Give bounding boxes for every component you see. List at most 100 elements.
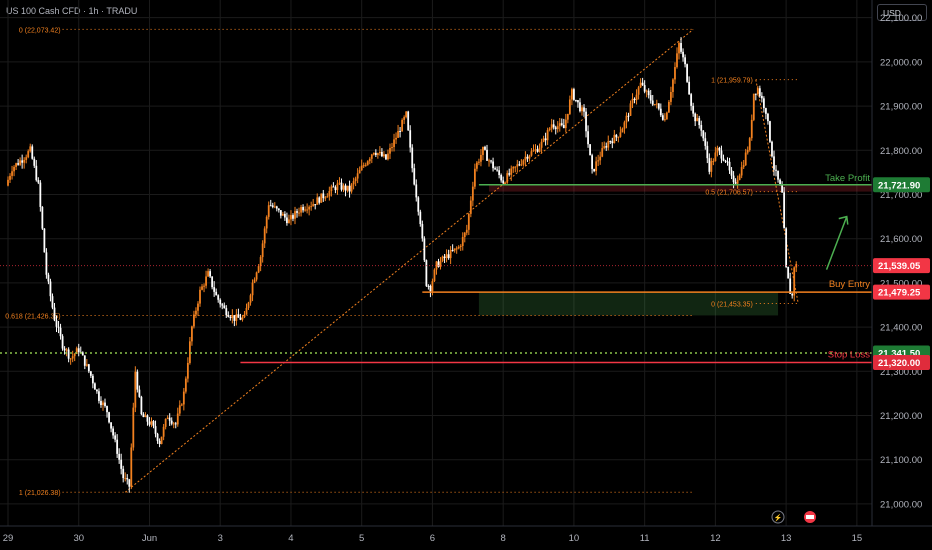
- candle-body: [562, 125, 565, 129]
- candle-body: [96, 389, 98, 392]
- candle-body: [463, 232, 466, 238]
- candle-body: [710, 161, 713, 172]
- candle-body: [17, 163, 20, 165]
- candle-body: [575, 99, 577, 101]
- candle-body: [554, 127, 557, 130]
- candle-body: [550, 124, 553, 129]
- candle-body: [524, 156, 527, 161]
- candle-body: [108, 412, 110, 423]
- candle-body: [286, 217, 288, 224]
- candle-body: [633, 98, 636, 101]
- take-profit-label: Take Profit: [825, 173, 870, 184]
- candle-body: [611, 141, 614, 144]
- candle-body: [231, 315, 234, 318]
- candle-body: [267, 205, 270, 217]
- candle-body: [498, 170, 501, 175]
- y-tick-label: 21,700.00: [880, 190, 922, 201]
- candle-body: [494, 168, 496, 170]
- fib2-level-05-label: 0.5 (21,706.57): [705, 190, 752, 197]
- candle-body: [629, 103, 632, 116]
- candle-body: [605, 146, 608, 148]
- candle-body: [324, 197, 327, 199]
- x-tick-label: 30: [73, 533, 84, 544]
- candle-body: [207, 271, 209, 277]
- candle-body: [508, 173, 511, 175]
- candle-body: [726, 161, 729, 163]
- candle-body: [665, 112, 668, 120]
- candle-body: [136, 371, 139, 390]
- candle-body: [783, 192, 786, 229]
- candle-body: [304, 209, 307, 211]
- candle-body: [221, 304, 224, 306]
- candle-body: [35, 165, 38, 181]
- candle-body: [728, 161, 731, 171]
- buy-entry-label: Buy Entry: [829, 279, 870, 290]
- candle-body: [421, 224, 424, 239]
- candle-body: [318, 197, 321, 203]
- candle-body: [142, 414, 145, 418]
- candle-body: [160, 436, 163, 445]
- candle-body: [692, 105, 695, 114]
- candle-body: [11, 171, 13, 176]
- candle-body: [283, 213, 286, 218]
- candle-body: [548, 128, 551, 131]
- candle-body: [617, 136, 620, 138]
- buy-entry-badge: [873, 284, 930, 300]
- candle-body: [164, 418, 167, 427]
- candle-body: [399, 130, 401, 132]
- x-tick-label: Jun: [142, 533, 157, 544]
- candle-body: [174, 423, 177, 425]
- candle-body: [441, 256, 444, 262]
- currency-button[interactable]: USD: [877, 4, 927, 21]
- candle-body: [336, 183, 339, 191]
- candle-body: [560, 123, 563, 126]
- candle-body: [138, 389, 141, 397]
- candle-body: [352, 181, 355, 185]
- candle-body: [374, 152, 377, 155]
- x-tick-label: 13: [781, 533, 792, 544]
- candle-body: [583, 107, 585, 112]
- candle-body: [678, 43, 680, 54]
- candle-body: [316, 197, 319, 205]
- candle-body: [308, 206, 311, 210]
- candle-body: [112, 428, 114, 436]
- candle-body: [227, 315, 230, 317]
- candle-body: [702, 130, 705, 139]
- take-profit-badge: [873, 177, 930, 193]
- candle-body: [215, 291, 218, 296]
- candle-body: [383, 154, 385, 157]
- candle-body: [480, 154, 482, 162]
- candle-body: [407, 111, 410, 131]
- y-tick-label: 21,900.00: [880, 102, 922, 113]
- candle-body: [39, 182, 42, 207]
- candle-body: [89, 371, 92, 376]
- candle-body: [186, 362, 189, 379]
- candle-body: [510, 168, 513, 175]
- flash-icon[interactable]: [771, 510, 785, 524]
- x-tick-label: 12: [710, 533, 721, 544]
- candle-body: [595, 161, 598, 172]
- candle-body: [453, 248, 456, 251]
- candle-body: [736, 179, 739, 184]
- candle-body: [43, 228, 46, 253]
- candle-body: [403, 117, 406, 120]
- candle-body: [7, 179, 9, 186]
- candle-body: [538, 147, 541, 152]
- y-tick-label: 21,100.00: [880, 455, 922, 466]
- candle-body: [124, 478, 127, 480]
- candle-body: [425, 260, 428, 286]
- candle-body: [504, 182, 507, 184]
- candle-body: [435, 261, 438, 270]
- candle-body: [9, 175, 11, 180]
- candle-body: [27, 151, 30, 158]
- candle-body: [409, 130, 412, 148]
- candle-body: [467, 213, 470, 230]
- y-tick-label: 21,200.00: [880, 411, 922, 422]
- candle-body: [765, 108, 767, 114]
- candle-body: [651, 100, 654, 105]
- candle-body: [635, 94, 638, 101]
- candle-body: [682, 51, 684, 58]
- candle-body: [350, 184, 353, 192]
- candle-body: [502, 180, 505, 184]
